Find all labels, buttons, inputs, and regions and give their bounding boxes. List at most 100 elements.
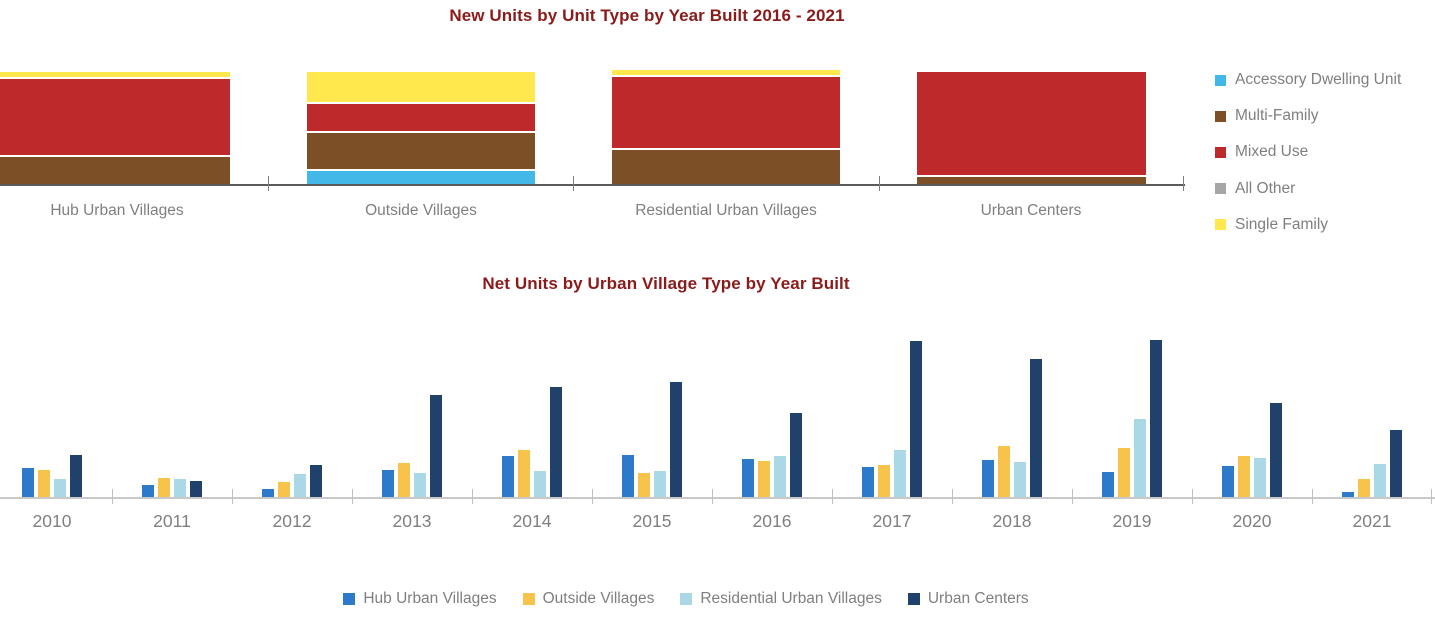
bottom-x-axis-line xyxy=(0,497,1435,499)
top-x-axis-line xyxy=(0,184,1185,186)
top-x-axis-tick xyxy=(573,176,574,191)
year-label: 2013 xyxy=(392,511,432,531)
bar-outside-villages xyxy=(398,463,410,497)
bar-hub-urban-villages xyxy=(22,468,34,497)
year-label: 2011 xyxy=(153,511,191,531)
bar-outside-villages xyxy=(998,446,1010,497)
bottom-x-axis-tick xyxy=(1192,489,1193,504)
bar-outside-villages xyxy=(1238,456,1250,497)
bar-hub-urban-villages xyxy=(982,460,994,497)
bar-hub-urban-villages xyxy=(382,470,394,497)
legend-item: Outside Villages xyxy=(522,590,655,608)
year-label: 2020 xyxy=(1232,511,1272,531)
bar-hub-urban-villages xyxy=(262,489,274,497)
category-label: Urban Centers xyxy=(980,202,1082,219)
year-label: 2017 xyxy=(872,511,912,531)
category-label: Residential Urban Villages xyxy=(635,202,817,219)
category-label: Outside Villages xyxy=(365,202,477,219)
legend-item: Hub Urban Villages xyxy=(343,590,497,608)
bottom-x-axis-tick xyxy=(592,489,593,504)
stack-segment-mixed-use xyxy=(307,104,535,131)
legend-label: Outside Villages xyxy=(542,590,655,607)
stack-segment-accessory-dwelling-unit xyxy=(307,171,535,184)
bar-urban-centers xyxy=(1030,359,1042,497)
bar-residential-urban-villages xyxy=(1014,462,1026,497)
year-label: 2010 xyxy=(32,511,72,531)
stack-segment-multi-family xyxy=(612,150,840,184)
stack-segment-multi-family xyxy=(0,157,230,184)
legend-item: Single Family xyxy=(1215,207,1401,243)
bar-residential-urban-villages xyxy=(294,474,306,497)
bottom-x-axis-tick xyxy=(712,489,713,504)
year-label: 2019 xyxy=(1112,511,1152,531)
legend-item: Multi-Family xyxy=(1215,98,1401,134)
bar-residential-urban-villages xyxy=(1374,464,1386,497)
legend-label: Residential Urban Villages xyxy=(700,590,882,607)
stack-segment-single-family xyxy=(307,72,535,102)
bar-urban-centers xyxy=(1270,403,1282,497)
legend-label: All Other xyxy=(1235,179,1296,197)
bar-residential-urban-villages xyxy=(414,473,426,497)
category-label: Hub Urban Villages xyxy=(50,202,184,219)
legend-item: Accessory Dwelling Unit xyxy=(1215,62,1401,98)
year-label: 2012 xyxy=(272,511,312,531)
bar-hub-urban-villages xyxy=(1102,472,1114,497)
bottom-x-axis-end-tick xyxy=(1431,489,1432,504)
bar-urban-centers xyxy=(190,481,202,497)
bar-residential-urban-villages xyxy=(1134,419,1146,497)
bar-outside-villages xyxy=(38,470,50,497)
stack-segment-mixed-use xyxy=(917,72,1146,175)
bar-urban-centers xyxy=(70,455,82,497)
legend-swatch-icon xyxy=(1215,219,1226,231)
bar-hub-urban-villages xyxy=(622,455,634,497)
legend-swatch-icon xyxy=(343,593,356,605)
top-chart-legend: Accessory Dwelling Unit Multi-Family Mixed… xyxy=(1215,62,1401,243)
bar-hub-urban-villages xyxy=(1222,466,1234,497)
bottom-x-axis-tick xyxy=(1312,489,1313,504)
legend-label: Multi-Family xyxy=(1235,107,1319,125)
legend-swatch-icon xyxy=(1215,74,1226,86)
bar-residential-urban-villages xyxy=(174,479,186,497)
legend-item: All Other xyxy=(1215,171,1401,207)
legend-label: Mixed Use xyxy=(1235,143,1309,161)
bar-residential-urban-villages xyxy=(54,479,66,497)
bar-outside-villages xyxy=(518,450,530,497)
stack-segment-multi-family xyxy=(917,177,1146,184)
bar-hub-urban-villages xyxy=(502,456,514,497)
bar-urban-centers xyxy=(550,387,562,497)
bottom-x-axis-tick xyxy=(952,489,953,504)
bottom-x-axis-tick xyxy=(832,489,833,504)
bar-urban-centers xyxy=(430,395,442,497)
bottom-chart-legend: Hub Urban Villages Outside Villages Reside… xyxy=(0,590,1372,608)
bar-urban-centers xyxy=(790,413,802,497)
bar-hub-urban-villages xyxy=(142,485,154,497)
bar-residential-urban-villages xyxy=(534,471,546,497)
bar-outside-villages xyxy=(878,465,890,497)
legend-swatch-icon xyxy=(680,593,693,605)
top-x-axis-tick xyxy=(879,176,880,191)
bar-urban-centers xyxy=(670,382,682,497)
year-label: 2014 xyxy=(512,511,552,531)
bar-outside-villages xyxy=(278,482,290,497)
bottom-x-axis-tick xyxy=(352,489,353,504)
bar-urban-centers xyxy=(310,465,322,497)
bar-outside-villages xyxy=(1118,448,1130,497)
stack-segment-multi-family xyxy=(307,133,535,169)
bar-urban-centers xyxy=(1390,430,1402,497)
bar-outside-villages xyxy=(758,461,770,497)
bar-outside-villages xyxy=(158,478,170,497)
stack-segment-single-family xyxy=(612,70,840,75)
legend-swatch-icon xyxy=(1215,146,1226,158)
top-x-axis-tick xyxy=(268,176,269,191)
bar-hub-urban-villages xyxy=(742,459,754,497)
bar-residential-urban-villages xyxy=(774,456,786,497)
bottom-x-axis-tick xyxy=(1072,489,1073,504)
bottom-x-axis-tick xyxy=(232,489,233,504)
stack-segment-mixed-use xyxy=(0,79,230,155)
bar-urban-centers xyxy=(910,341,922,497)
legend-label: Urban Centers xyxy=(927,590,1029,607)
top-x-axis-tick xyxy=(1183,176,1184,191)
bar-hub-urban-villages xyxy=(862,467,874,497)
year-label: 2021 xyxy=(1352,511,1392,531)
legend-swatch-icon xyxy=(1215,110,1226,122)
